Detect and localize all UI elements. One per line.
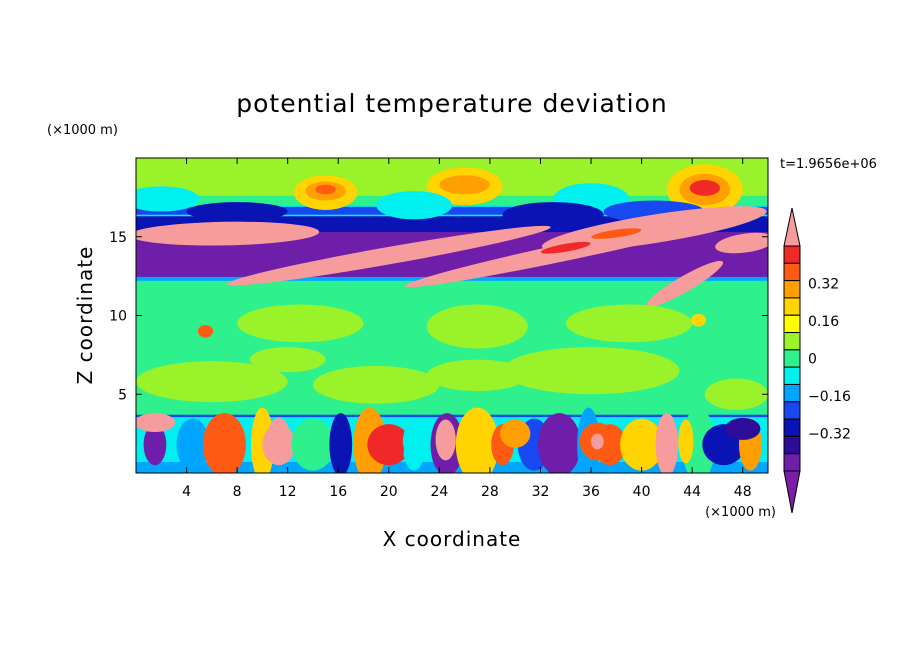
x-tick-label: 28 (481, 484, 499, 500)
contour-region (540, 241, 591, 254)
colorbar-segment (783, 435, 801, 455)
x-tick-label: 36 (582, 484, 600, 500)
x-tick-label: 16 (329, 484, 347, 500)
contour-field (136, 158, 768, 473)
contour-region (541, 206, 767, 252)
contour-region (678, 419, 694, 464)
colorbar-segment (783, 366, 801, 385)
chart-title: potential temperature deviation (236, 89, 667, 118)
x-tick-label: 32 (532, 484, 550, 500)
colorbar-extend-max (783, 207, 801, 247)
colorbar-tick-label: 0 (808, 352, 817, 368)
z-axis-label: Z coordinate (73, 246, 97, 385)
x-tick-label: 44 (683, 484, 701, 500)
contour-region (502, 202, 604, 228)
colorbar-tick-label: 0.16 (808, 314, 839, 330)
colorbar-segment (783, 349, 801, 368)
z-tick-label: 10 (109, 309, 127, 325)
contour-region (197, 324, 214, 338)
x-tick-label: 48 (734, 484, 752, 500)
contour-region (186, 202, 288, 221)
colorbar-segment (783, 383, 801, 403)
contour-region (267, 417, 291, 456)
x-axis-ticks: 4 8 12 16 20 24 28 32 36 40 44 48 (182, 158, 752, 500)
contour-region (725, 417, 761, 440)
z-tick-label: 5 (118, 387, 127, 403)
contour-region (715, 232, 768, 254)
x-tick-label: 8 (233, 484, 242, 500)
contour-region (426, 304, 528, 349)
contour-region (249, 347, 326, 373)
contour-region (502, 347, 680, 395)
contour-region (690, 313, 707, 327)
contour-region (136, 413, 176, 433)
z-tick-label: 15 (109, 230, 127, 246)
contour-region (136, 206, 768, 215)
contour-region (202, 413, 246, 473)
contour-region (315, 184, 336, 195)
contour-region (402, 418, 426, 471)
colorbar-segment (783, 280, 801, 299)
contour-region (500, 419, 531, 448)
contour-region (226, 225, 551, 286)
contour-region (591, 228, 642, 239)
x-tick-label: 20 (380, 484, 398, 500)
colorbar-tick-label: −0.32 (808, 427, 851, 443)
x-tick-label: 40 (633, 484, 651, 500)
x-unit-label: (×1000 m) (705, 505, 776, 520)
contour-region (373, 435, 404, 464)
contour-region (565, 304, 693, 343)
contour-region (136, 361, 288, 403)
time-label: t=1.9656e+06 (780, 157, 877, 172)
x-axis-label: X coordinate (383, 527, 522, 551)
contour-region (620, 418, 664, 471)
z-unit-label: (×1000 m) (47, 123, 118, 138)
contour-region (689, 180, 720, 196)
contour-region (537, 413, 581, 473)
contour-region (455, 407, 499, 473)
colorbar-extend-min (783, 470, 801, 514)
colorbar-segment (783, 418, 801, 437)
contour-region (439, 175, 490, 195)
contour-region (435, 419, 456, 461)
colorbar-tick-label: 0.32 (808, 277, 839, 293)
z-axis-ticks: 5 10 15 (109, 230, 768, 403)
contour-region (237, 304, 364, 343)
contour-region (329, 413, 353, 473)
contour-region (312, 365, 440, 404)
colorbar-tick-label: −0.16 (808, 389, 851, 405)
contour-region (646, 260, 724, 308)
contour-region (143, 424, 167, 466)
contour-region (704, 378, 768, 410)
colorbar-segment (783, 453, 801, 472)
colorbar: 0.32 0.16 0 −0.16 −0.32 (783, 207, 851, 514)
contour-region (426, 359, 528, 392)
contour-region (136, 186, 200, 212)
contour-region (376, 191, 452, 220)
x-tick-label: 4 (182, 484, 191, 500)
contour-region (176, 418, 210, 471)
colorbar-segment (783, 262, 801, 282)
contour-region (591, 433, 604, 450)
contour-region (655, 413, 679, 473)
colorbar-segment (783, 297, 801, 316)
x-tick-label: 12 (279, 484, 297, 500)
x-tick-label: 24 (430, 484, 448, 500)
colorbar-segment (783, 314, 801, 334)
colorbar-segment (783, 245, 801, 264)
colorbar-segment (783, 401, 801, 420)
contour-region (291, 418, 335, 471)
colorbar-segment (783, 332, 801, 351)
contour-region (136, 221, 320, 246)
